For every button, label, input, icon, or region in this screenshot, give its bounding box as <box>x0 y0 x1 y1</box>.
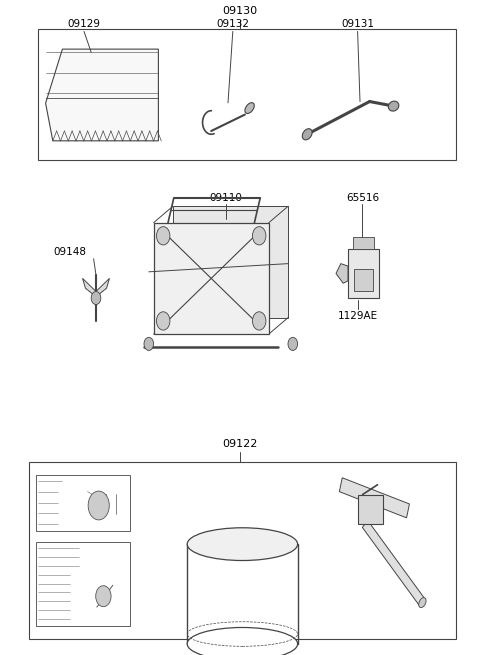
Polygon shape <box>336 263 348 283</box>
Polygon shape <box>96 278 109 295</box>
Text: 65516: 65516 <box>346 193 379 203</box>
Polygon shape <box>362 521 425 606</box>
Circle shape <box>144 337 154 350</box>
Bar <box>353 237 374 249</box>
Text: 09129: 09129 <box>68 20 100 29</box>
Bar <box>348 249 379 298</box>
Ellipse shape <box>419 597 426 608</box>
Text: 1129AE: 1129AE <box>337 311 378 321</box>
Ellipse shape <box>302 128 312 140</box>
Polygon shape <box>154 223 269 334</box>
Text: 09131: 09131 <box>341 20 374 29</box>
Text: 09122: 09122 <box>222 439 258 449</box>
Polygon shape <box>339 477 409 518</box>
Circle shape <box>91 291 101 305</box>
Bar <box>36 475 130 531</box>
Circle shape <box>252 227 266 245</box>
Circle shape <box>156 227 170 245</box>
Circle shape <box>96 586 111 607</box>
Circle shape <box>252 312 266 330</box>
Text: 09110: 09110 <box>209 193 242 203</box>
Polygon shape <box>83 278 96 295</box>
Polygon shape <box>173 206 288 318</box>
Bar <box>358 495 383 524</box>
Circle shape <box>88 491 109 520</box>
Bar <box>38 29 456 160</box>
Ellipse shape <box>245 103 254 113</box>
Text: 09130: 09130 <box>222 7 258 16</box>
Bar <box>36 542 130 626</box>
Ellipse shape <box>187 627 298 655</box>
Polygon shape <box>46 49 158 141</box>
Circle shape <box>156 312 170 330</box>
Circle shape <box>288 337 298 350</box>
Bar <box>29 462 456 639</box>
Ellipse shape <box>388 101 399 111</box>
Bar <box>354 269 373 291</box>
Ellipse shape <box>187 528 298 561</box>
Text: 09132: 09132 <box>216 20 249 29</box>
Text: 09148: 09148 <box>53 248 86 257</box>
